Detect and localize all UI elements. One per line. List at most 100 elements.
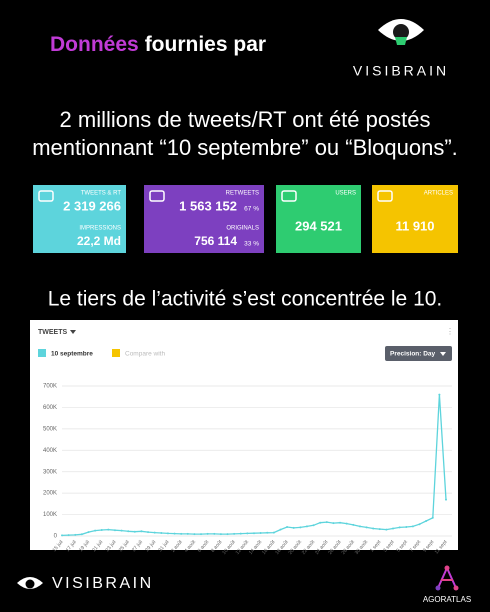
data-point (61, 534, 63, 537)
data-point (226, 533, 229, 536)
y-tick-label: 0 (54, 534, 58, 540)
data-point (80, 533, 83, 536)
data-point (325, 521, 328, 524)
data-point (352, 523, 355, 526)
legend-label: Compare with (125, 351, 165, 358)
headline: 2 millions de tweets/RT ont été postés (60, 107, 431, 132)
data-point (127, 530, 130, 533)
card-label: TWEETS & RT (81, 191, 122, 197)
legend-label: 10 septembre (51, 351, 93, 358)
brand-logo (378, 19, 424, 45)
brand: VISIBRAIN (353, 63, 449, 79)
data-point (418, 523, 421, 526)
card (33, 185, 126, 253)
data-point (173, 532, 176, 535)
data-point (378, 528, 381, 531)
card-value: 11 910 (395, 218, 434, 233)
cards: TWEETS & RT2 319 266 IMPRESSIONS 22,2 Md RE… (33, 185, 458, 253)
data-point (358, 525, 361, 528)
data-point (385, 528, 388, 531)
partner-logo (435, 565, 459, 591)
data-point (239, 532, 242, 535)
precision-button[interactable] (385, 346, 452, 361)
data-point (312, 524, 315, 527)
data-point (259, 532, 262, 534)
data-point (113, 529, 116, 532)
data-point (213, 532, 216, 535)
data-point (405, 526, 408, 528)
data-point (339, 521, 342, 524)
title-rest: fournies par (145, 33, 266, 56)
data-point (180, 532, 183, 535)
card (276, 185, 361, 253)
title: Données fournies par (50, 33, 266, 56)
card-share: 33 % (244, 241, 259, 248)
card-icon (149, 190, 165, 202)
data-point (272, 531, 275, 534)
data-point (67, 534, 70, 537)
y-tick-label: 200K (43, 491, 57, 497)
subheadline: Le tiers de l’activité s’est concentrée … (48, 288, 443, 311)
legend-swatch (38, 349, 46, 357)
data-point (219, 533, 222, 536)
card-value: 1 563 152 (179, 198, 237, 213)
data-point (120, 529, 123, 532)
data-point (200, 533, 203, 536)
data-point (286, 526, 289, 528)
y-tick-label: 700K (43, 384, 57, 390)
data-point (160, 532, 163, 534)
data-point (94, 529, 97, 532)
data-point (246, 532, 249, 535)
data-point (87, 531, 90, 534)
data-point (365, 526, 368, 529)
menu-dots: ⋮ (446, 327, 454, 336)
data-point (233, 532, 236, 535)
data-point (107, 528, 110, 531)
data-point (153, 531, 156, 534)
data-point (266, 531, 269, 534)
y-tick-label: 400K (43, 448, 57, 454)
card-icon (281, 190, 297, 202)
data-point (292, 526, 295, 529)
card-icon (377, 190, 393, 202)
data-point (253, 532, 255, 535)
y-tick-label: 100K (43, 512, 57, 518)
data-point (206, 532, 209, 535)
data-point (411, 525, 414, 528)
headline: mentionnant “10 septembre” ou “Bloquons”… (32, 135, 458, 160)
data-point (445, 498, 447, 501)
data-point (372, 527, 375, 530)
data-point (193, 533, 196, 536)
data-point (166, 532, 169, 535)
data-point (133, 530, 136, 533)
data-point (425, 520, 428, 522)
card-value: 2 319 266 (63, 198, 121, 213)
card-label: USERS (335, 191, 356, 197)
footer-partner: AGORATLAS (423, 595, 471, 604)
data-point (279, 528, 282, 531)
data-point (186, 532, 189, 535)
title-highlight: Données (50, 33, 139, 56)
y-tick-label: 300K (43, 469, 57, 475)
data-point (147, 531, 150, 534)
card (372, 185, 458, 253)
data-point (438, 393, 441, 396)
card-sub-value: 22,2 Md (77, 234, 121, 248)
card-label: RETWEETS (226, 191, 259, 197)
y-tick-label: 600K (43, 405, 57, 411)
card-share: 67 % (244, 206, 259, 213)
dropdown-arrow (440, 352, 446, 356)
precision-label: Precision: Day (390, 351, 436, 358)
footer-logo (17, 577, 43, 589)
card-icon (38, 190, 54, 202)
data-point (140, 530, 143, 533)
data-point (398, 526, 401, 529)
data-point (74, 533, 77, 536)
data-point (305, 525, 308, 528)
data-point (332, 522, 335, 525)
dropdown-arrow (70, 330, 76, 334)
chart-title: TWEETS (38, 329, 67, 336)
data-point (100, 529, 103, 531)
